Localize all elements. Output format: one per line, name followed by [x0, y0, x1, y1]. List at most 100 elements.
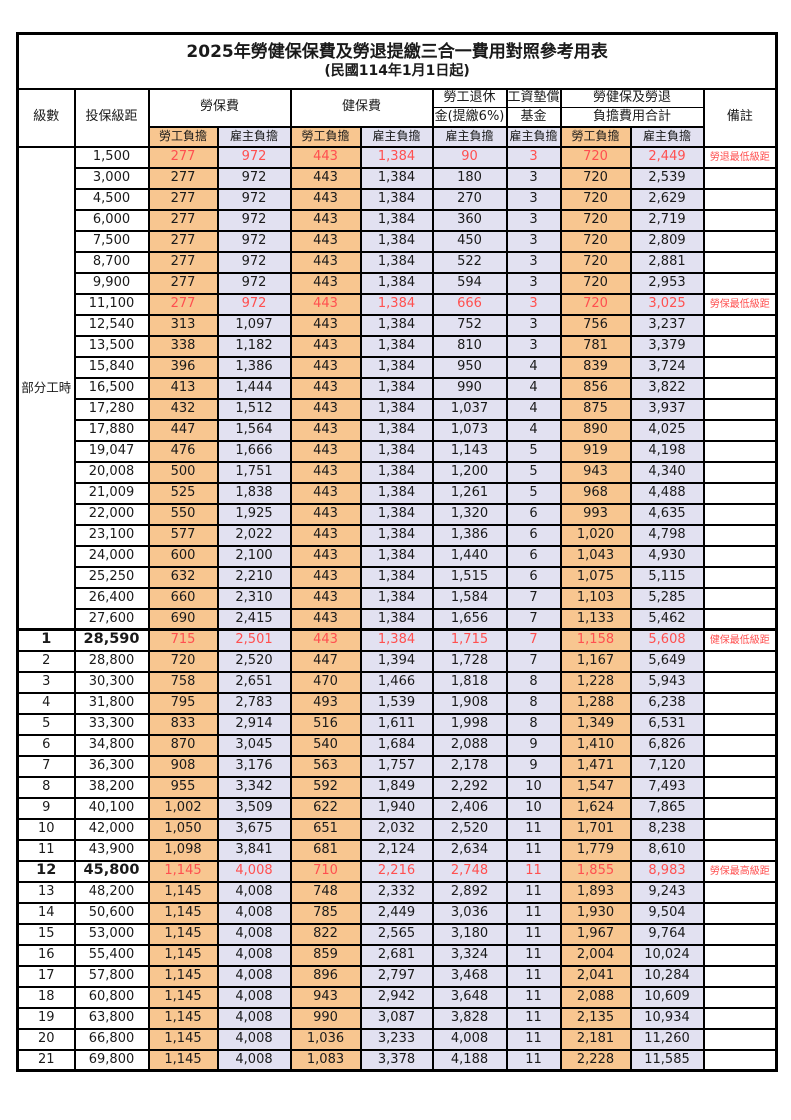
- labor-employer-cell: 4,008: [216, 1048, 292, 1072]
- note-cell: [702, 355, 778, 379]
- labor-employer-cell: 3,841: [216, 838, 292, 862]
- level-cell: 1: [16, 628, 76, 652]
- total-employer-cell: 7,493: [629, 775, 705, 799]
- health-employer-cell: 1,849: [359, 775, 434, 799]
- total-employer-cell: 3,025: [629, 292, 705, 316]
- bracket-cell: 22,000: [73, 502, 150, 526]
- health-employer-cell: 1,384: [359, 418, 434, 442]
- total-employee-cell: 2,181: [559, 1027, 632, 1051]
- bracket-cell: 30,300: [73, 670, 150, 694]
- wage-fund-employer-cell: 3: [505, 250, 562, 274]
- note-cell: [702, 418, 778, 442]
- health-employer-cell: 1,757: [359, 754, 434, 778]
- labor-employer-cell: 2,210: [216, 565, 292, 589]
- total-employer-cell: 2,881: [629, 250, 705, 274]
- table-row: 24,000 600 2,100 443 1,384 1,440 6 1,043 4,930: [18, 544, 778, 568]
- table-row: 7 36,300 908 3,176 563 1,757 2,178 9 1,471 7,120: [16, 754, 778, 778]
- health-employer-cell: 1,940: [359, 796, 434, 820]
- bracket-cell: 43,900: [73, 838, 150, 862]
- table-row: 16 55,400 1,145 4,008 859 2,681 3,324 11 2,004 10…: [16, 943, 778, 967]
- header-total-line2: 負擔費用合計: [559, 107, 705, 128]
- pension-employer-cell: 950: [431, 355, 508, 379]
- pension-employer-cell: 1,515: [431, 565, 508, 589]
- table-row: 12,540 313 1,097 443 1,384 752 3 756 3,237: [18, 313, 778, 337]
- pension-employer-cell: 1,656: [431, 607, 508, 631]
- labor-employee-cell: 600: [147, 544, 219, 568]
- labor-employer-cell: 4,008: [216, 922, 292, 946]
- total-employer-cell: 7,120: [629, 754, 705, 778]
- pension-employer-cell: 3,468: [431, 964, 508, 988]
- wage-fund-employer-cell: 3: [505, 292, 562, 316]
- health-employer-cell: 1,539: [359, 691, 434, 715]
- labor-employee-cell: 500: [147, 460, 219, 484]
- bracket-cell: 40,100: [73, 796, 150, 820]
- total-employee-cell: 1,158: [559, 628, 632, 652]
- health-employee-cell: 470: [289, 670, 362, 694]
- pension-employer-cell: 594: [431, 271, 508, 295]
- labor-employer-cell: 1,182: [216, 334, 292, 358]
- labor-employer-cell: 4,008: [216, 1006, 292, 1030]
- labor-employee-cell: 277: [147, 250, 219, 274]
- labor-employee-cell: 1,145: [147, 859, 219, 883]
- health-employer-cell: 1,384: [359, 292, 434, 316]
- level-cell: 3: [16, 670, 76, 694]
- bracket-cell: 48,200: [73, 880, 150, 904]
- pension-employer-cell: 3,828: [431, 1006, 508, 1030]
- note-cell: [702, 901, 778, 925]
- table-row: 9 40,100 1,002 3,509 622 1,940 2,406 10 1,624 7,8…: [16, 796, 778, 820]
- pension-employer-cell: 810: [431, 334, 508, 358]
- total-employer-cell: 4,930: [629, 544, 705, 568]
- level-cell: 19: [16, 1006, 76, 1030]
- header-wage-fund-line1: 工資墊償: [505, 87, 562, 108]
- bracket-cell: 12,540: [73, 313, 150, 337]
- labor-employer-cell: 1,751: [216, 460, 292, 484]
- total-employee-cell: 1,471: [559, 754, 632, 778]
- total-employee-cell: 720: [559, 166, 632, 190]
- level-cell: 7: [16, 754, 76, 778]
- note-cell: [702, 838, 778, 862]
- total-employer-cell: 11,585: [629, 1048, 705, 1072]
- note-cell: [702, 754, 778, 778]
- header-note: 備註: [702, 87, 778, 148]
- health-employee-cell: 990: [289, 1006, 362, 1030]
- labor-employee-cell: 1,145: [147, 1048, 219, 1072]
- bracket-cell: 38,200: [73, 775, 150, 799]
- health-employer-cell: 1,384: [359, 481, 434, 505]
- total-employee-cell: 2,004: [559, 943, 632, 967]
- pension-employer-cell: 3,648: [431, 985, 508, 1009]
- bracket-cell: 21,009: [73, 481, 150, 505]
- pension-employer-cell: 90: [431, 145, 508, 169]
- labor-employee-cell: 955: [147, 775, 219, 799]
- wage-fund-employer-cell: 5: [505, 439, 562, 463]
- labor-employee-cell: 277: [147, 208, 219, 232]
- total-employee-cell: 2,088: [559, 985, 632, 1009]
- wage-fund-employer-cell: 6: [505, 565, 562, 589]
- health-employee-cell: 443: [289, 460, 362, 484]
- wage-fund-employer-cell: 11: [505, 901, 562, 925]
- note-cell: [702, 523, 778, 547]
- table-row: 8,700 277 972 443 1,384 522 3 720 2,881: [18, 250, 778, 274]
- total-employee-cell: 1,349: [559, 712, 632, 736]
- health-employer-cell: 1,384: [359, 628, 434, 652]
- total-employer-cell: 4,340: [629, 460, 705, 484]
- health-employer-cell: 1,384: [359, 376, 434, 400]
- labor-employer-cell: 2,501: [216, 628, 292, 652]
- total-employer-cell: 5,285: [629, 586, 705, 610]
- pension-employer-cell: 2,748: [431, 859, 508, 883]
- bracket-cell: 11,100: [73, 292, 150, 316]
- wage-fund-employer-cell: 11: [505, 1027, 562, 1051]
- bracket-cell: 36,300: [73, 754, 150, 778]
- labor-employee-cell: 277: [147, 271, 219, 295]
- subheader-wage-fund-employer: 雇主負擔: [505, 125, 562, 148]
- pension-employer-cell: 1,998: [431, 712, 508, 736]
- health-employer-cell: 2,565: [359, 922, 434, 946]
- health-employer-cell: 1,384: [359, 355, 434, 379]
- wage-fund-employer-cell: 4: [505, 376, 562, 400]
- total-employee-cell: 1,043: [559, 544, 632, 568]
- total-employee-cell: 839: [559, 355, 632, 379]
- note-cell: 勞退最低級距: [702, 145, 778, 169]
- total-employee-cell: 720: [559, 229, 632, 253]
- table-row: 8 38,200 955 3,342 592 1,849 2,292 10 1,547 7,493: [16, 775, 778, 799]
- labor-employer-cell: 3,509: [216, 796, 292, 820]
- bracket-cell: 34,800: [73, 733, 150, 757]
